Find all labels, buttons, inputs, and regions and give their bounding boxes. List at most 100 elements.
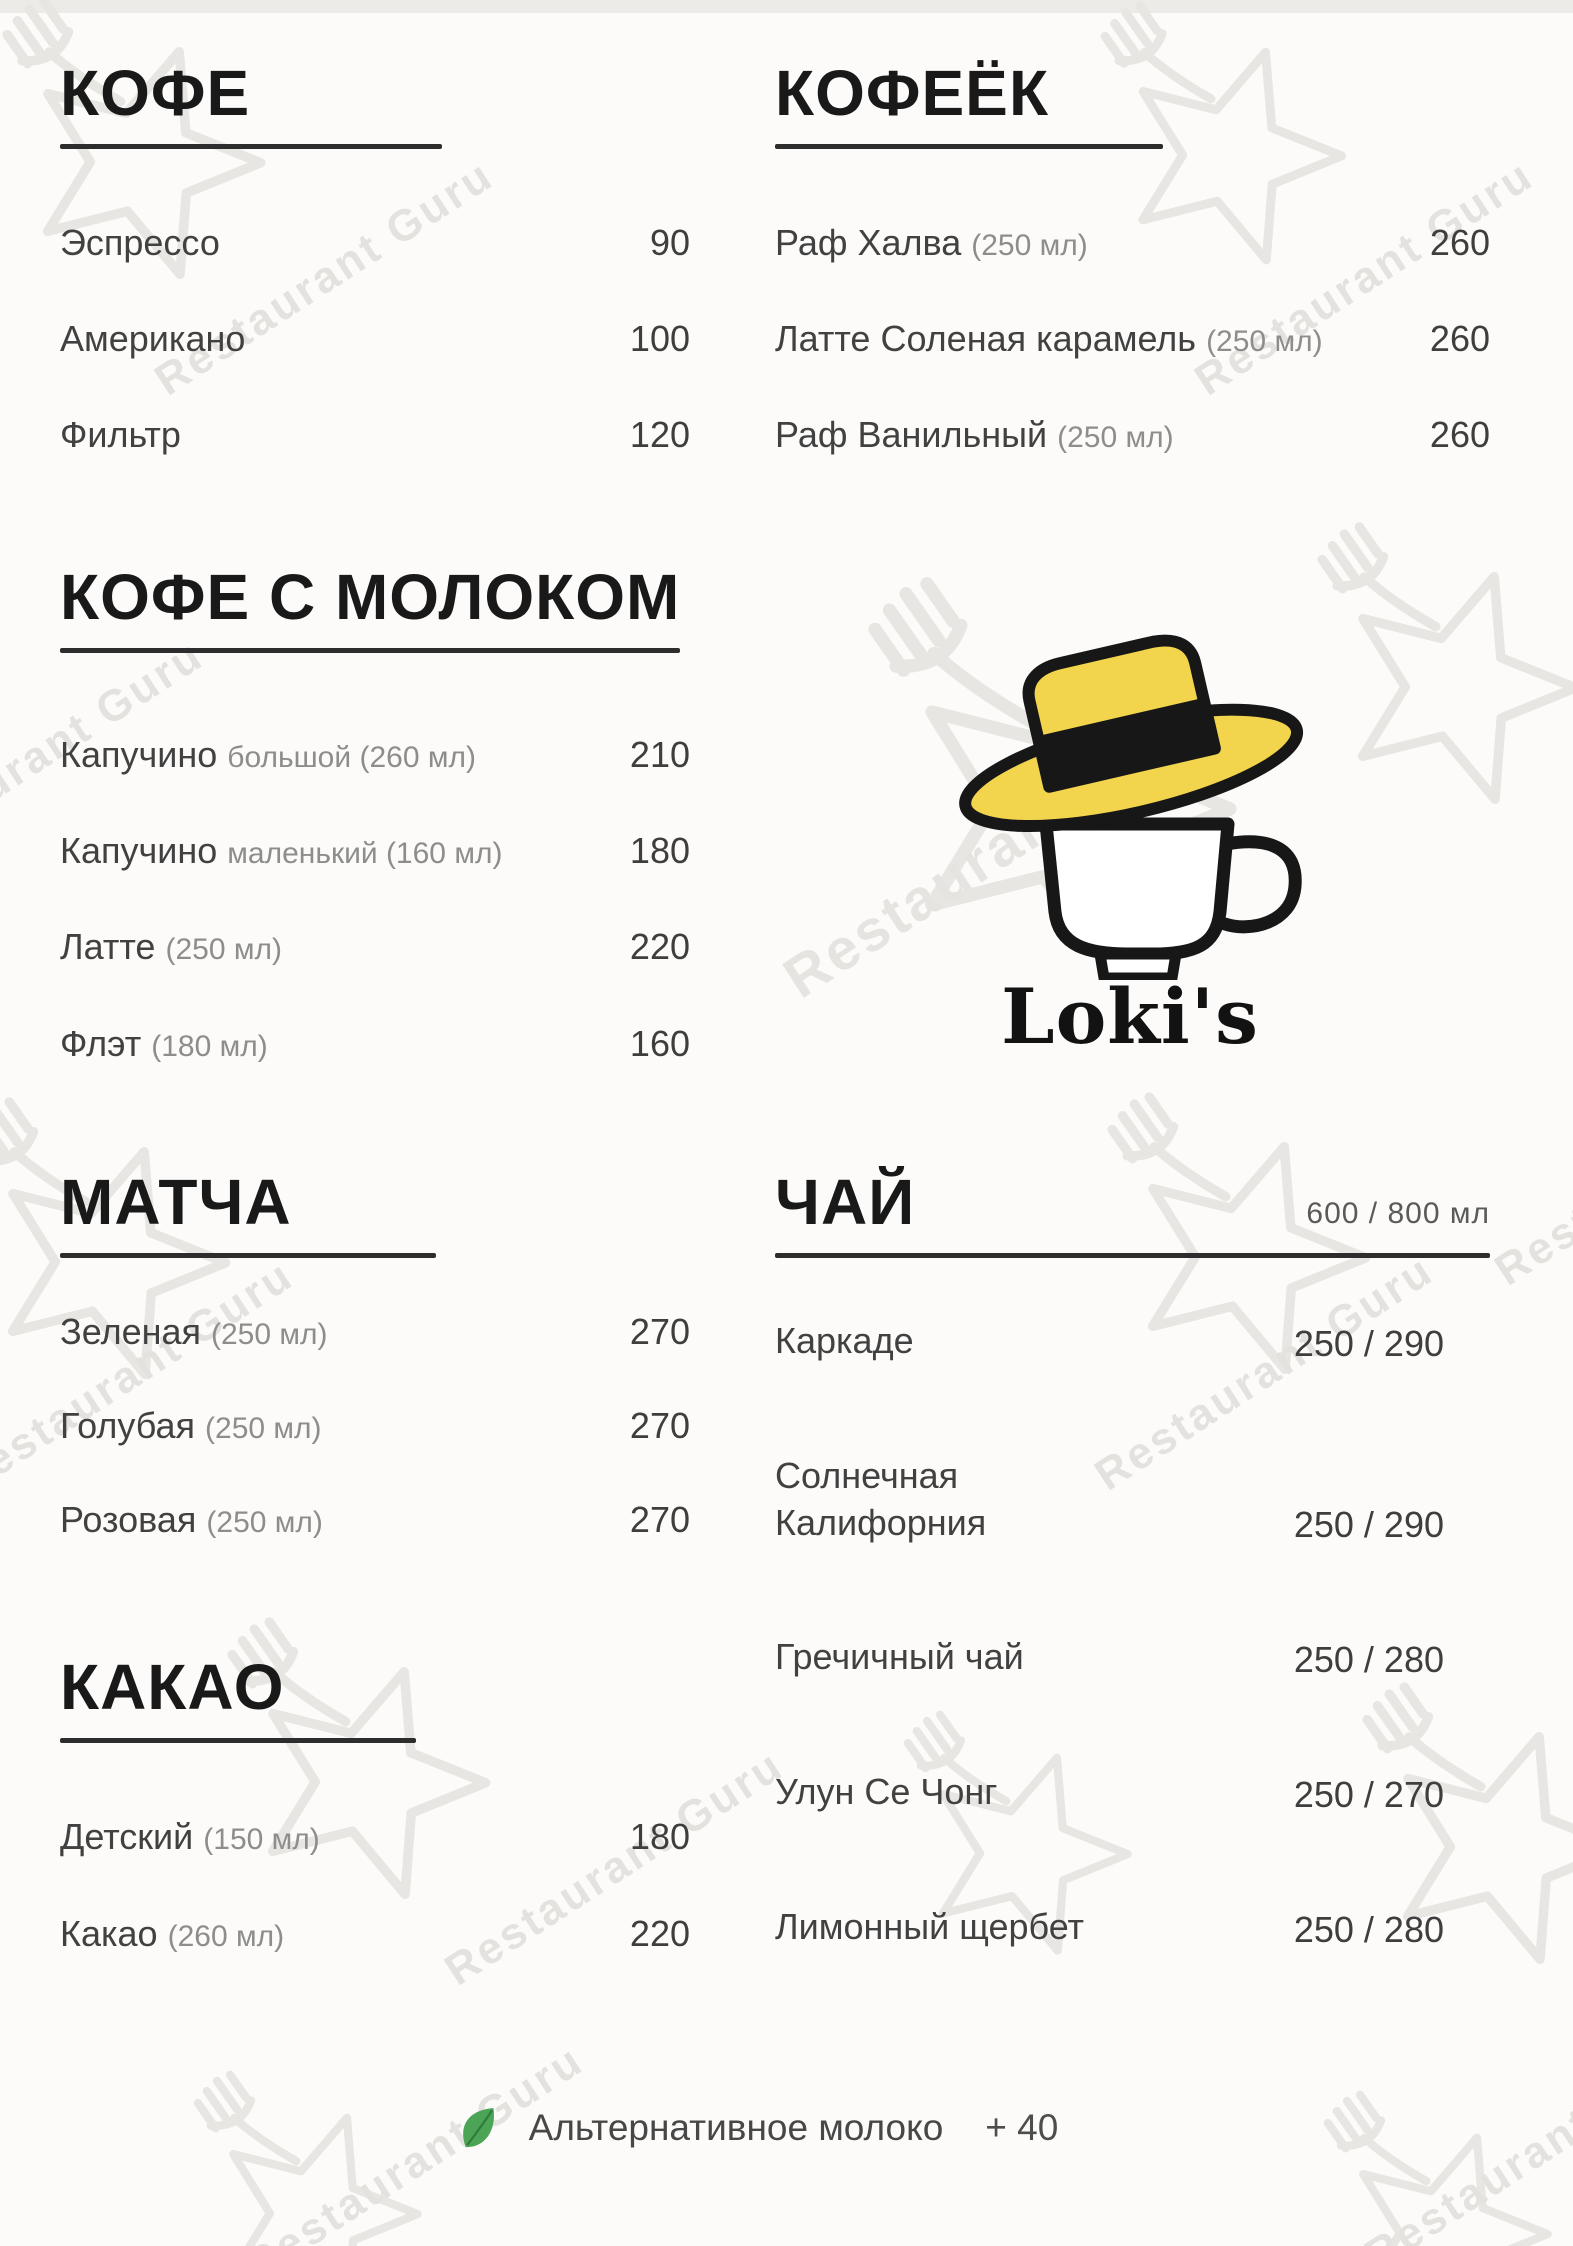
item-name: Детский [60,1816,194,1857]
item-price: 250 / 290 [1293,1322,1444,1364]
item-name: Солнечная Калифорния [775,1454,987,1543]
logo-wordmark: Loki's [1001,972,1259,1061]
item-name: Зеленая [60,1311,201,1352]
menu-item-row: Розовая (250 мл) 270 [60,1498,690,1541]
menu-item-row: Флэт (180 мл) 160 [60,1022,690,1065]
item-volume-note: (260 мл) [167,1920,285,1954]
item-volume-note: (250 мл) [206,1506,323,1540]
section-underline [60,648,680,653]
footer-alternative-milk: Альтернативное молоко + 40 [0,2102,1541,2154]
item-name: Лимонный щербет [775,1905,1085,1947]
watermark-star-fork-icon [1323,2090,1552,2246]
item-price: 160 [629,1022,690,1064]
item-volume-note: (150 мл) [203,1823,320,1856]
item-price: 270 [629,1311,690,1352]
watermark-star-fork-icon [193,2070,422,2246]
menu-item-row: Эспрессо 90 [60,221,690,264]
item-price: 210 [629,734,690,775]
item-volume-note: (180 мл) [151,1029,268,1063]
menu-item-row: Раф Ванильный (250 мл) 260 [775,413,1490,456]
menu-item-row: Латте (250 мл) 220 [60,925,690,968]
watermark-star-fork-icon [1362,1682,1573,1964]
item-name: Какао [60,1913,158,1955]
item-price: 220 [629,1913,690,1955]
page-top-edge [0,0,1573,13]
section-title: КОФЕ С МОЛОКОМ [60,561,681,633]
item-price: 260 [1429,222,1490,263]
item-price: 180 [629,830,690,872]
section-matcha: МАТЧА Зеленая (250 мл) 270 Голубая (250 мл… [60,1165,690,1542]
menu-item-row: Фильтр 120 [60,413,690,456]
menu-item-row: Какао (260 мл) 220 [60,1912,690,1955]
tea-volume-note: 600 / 800 мл [1306,1197,1490,1230]
footer-label: Альтернативное молоко [528,2107,944,2148]
item-name: Улун Се Чонг [775,1771,998,1813]
section-underline [60,1253,436,1258]
item-price: 250 / 270 [1293,1773,1444,1815]
watermark-star-fork-icon [2,0,266,279]
item-volume-note: (250 мл) [1206,325,1323,359]
section-coffee-with-milk: КОФЕ С МОЛОКОМ Капучино большой (260 мл) … [60,560,690,1065]
item-price: 270 [629,1405,690,1447]
item-name: Латте Соленая карамель [775,318,1197,360]
menu-item-row: Солнечная Калифорния 250 / 290 [775,1453,1490,1547]
item-price: 100 [629,318,690,360]
item-price: 270 [629,1499,690,1541]
item-name: Фильтр [60,414,181,456]
item-price: 250 / 290 [1293,1504,1444,1546]
item-volume-note: (250 мл) [1057,421,1174,455]
footer-price: + 40 [985,2107,1059,2148]
hat-cup-logo-icon [959,634,1304,984]
cup-icon [1039,817,1302,984]
item-name: Розовая [60,1499,197,1541]
menu-item-row: Латте Соленая карамель (250 мл) 260 [775,317,1490,360]
watermark-star-fork-icon [1100,1,1347,265]
menu-item-row: Каркаде 250 / 290 [775,1318,1490,1365]
section-underline [775,144,1163,149]
item-name: Голубая [60,1405,196,1447]
item-price: 180 [629,1816,690,1857]
item-volume-note: (250 мл) [205,1412,322,1446]
item-volume-note: (250 мл) [211,1318,328,1351]
menu-item-row: Капучино большой (260 мл) 210 [60,733,690,776]
section-title: МАТЧА [60,1166,292,1238]
item-price: 260 [1429,318,1490,360]
menu-item-row: Зеленая (250 мл) 270 [60,1310,690,1353]
section-title: КОФЕ [60,57,251,129]
section-coffeek: КОФЕЁК Раф Халва (250 мл) 260 Латте Солен… [775,56,1490,457]
menu-item-row: Детский (150 мл) 180 [60,1815,690,1858]
watermark-star-fork-icon [903,1710,1132,1955]
hat-icon [959,634,1304,833]
item-name: Флэт [60,1022,142,1064]
menu-item-row: Лимонный щербет 250 / 280 [775,1904,1490,1951]
menu-item-row: Раф Халва (250 мл) 260 [775,221,1490,264]
menu-item-row: Гречичный чай 250 / 280 [775,1634,1490,1681]
section-title: ЧАЙ [775,1166,916,1238]
section-tea: ЧАЙ 600 / 800 мл Каркаде 250 / 290 Солне… [775,1165,1490,1951]
menu-item-row: Американо 100 [60,317,690,360]
item-name: Латте [60,926,156,968]
item-name: Раф Ванильный [775,414,1048,456]
watermark-star-fork-icon [1107,1092,1371,1374]
menu-item-row: Капучино маленький (160 мл) 180 [60,829,690,872]
item-name: Капучино [60,830,218,872]
section-underline [775,1253,1490,1258]
item-price: 90 [649,222,690,263]
leaf-icon [462,2108,494,2148]
item-volume-note: маленький (160 мл) [227,837,503,871]
item-price: 120 [629,414,690,456]
section-title: КОФЕЁК [775,57,1050,129]
item-price: 220 [629,926,690,968]
watermark-text: Restaurant Guru [1486,1040,1573,1296]
item-volume-note: большой (260 мл) [227,741,476,774]
item-price: 260 [1429,414,1490,456]
watermark-star-fork-icon [0,1097,231,1379]
section-cocoa: КАКАО Детский (150 мл) 180 Какао (260 мл) … [60,1650,690,1955]
item-name: Капучино [60,734,218,775]
watermark-star-fork-icon [1317,522,1573,804]
item-name: Американо [60,318,246,360]
item-price: 250 / 280 [1293,1639,1444,1680]
item-name: Раф Халва [775,222,962,263]
item-volume-note: (250 мл) [971,229,1088,262]
